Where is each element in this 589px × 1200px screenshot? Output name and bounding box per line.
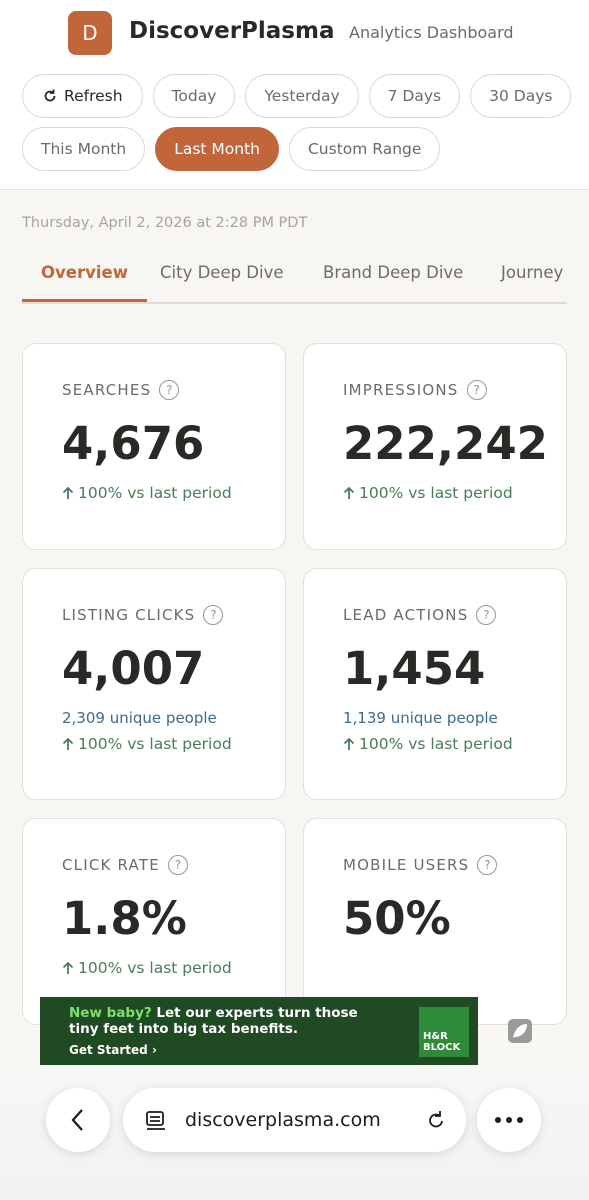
metric-label: IMPRESSIONS xyxy=(343,381,459,399)
unique-people: 2,309 unique people xyxy=(62,709,217,727)
metric-label-row: IMPRESSIONS? xyxy=(343,378,566,402)
help-icon[interactable]: ? xyxy=(466,380,487,400)
change-text: 100% vs last period xyxy=(359,484,513,502)
help-icon[interactable]: ? xyxy=(203,605,224,625)
metric-label: SEARCHES xyxy=(62,381,152,399)
ad-highlight: New baby? xyxy=(69,1005,152,1021)
metric-label: LEAD ACTIONS xyxy=(343,606,469,624)
metric-card: CLICK RATE? 1.8% 100% vs last period xyxy=(22,818,286,1025)
metric-card: LEAD ACTIONS? 1,454 1,139 unique people 100… xyxy=(303,568,567,800)
ad-cta[interactable]: Get Started › xyxy=(69,1043,157,1057)
tab[interactable]: Journey xyxy=(501,263,564,282)
ad-body: Let our experts turn those tiny feet int… xyxy=(69,1005,358,1037)
range-chip[interactable]: Yesterday xyxy=(245,74,359,118)
range-chip[interactable]: Custom Range xyxy=(288,127,441,171)
subtitle: Analytics Dashboard xyxy=(349,23,514,42)
metric-label-row: MOBILE USERS? xyxy=(343,853,566,877)
ad-cta-label: Get Started xyxy=(69,1043,148,1057)
more-icon xyxy=(495,1117,523,1123)
url-bar[interactable]: discoverplasma.com xyxy=(123,1088,466,1152)
up-arrow xyxy=(62,961,74,974)
metric-value: 4,676 xyxy=(62,417,205,470)
metric-change: 100% vs last period xyxy=(343,484,566,502)
metric-card: IMPRESSIONS? 222,242 100% vs last period xyxy=(303,343,567,550)
metric-change: 100% vs last period xyxy=(62,959,285,977)
range-chip[interactable]: 30 Days xyxy=(470,74,572,118)
timestamp: Thursday, April 2, 2026 at 2:28 PM PDT xyxy=(22,215,308,231)
help-icon[interactable]: ? xyxy=(476,605,497,625)
up-arrow xyxy=(343,737,355,750)
back-icon xyxy=(71,1109,83,1131)
metric-value: 1.8% xyxy=(62,892,187,945)
logo[interactable]: D xyxy=(68,11,112,55)
metric-value: 4,007 xyxy=(62,642,205,695)
tab[interactable]: Overview xyxy=(22,263,147,302)
ad-brand: H&R BLOCK xyxy=(419,1007,469,1057)
range-chip[interactable]: Last Month xyxy=(155,127,279,171)
metric-value: 50% xyxy=(343,892,451,945)
tabs: Overview City Deep Dive Brand Deep Dive Jou… xyxy=(22,252,567,304)
metric-label-row: CLICK RATE? xyxy=(62,853,285,877)
up-arrow xyxy=(62,737,74,750)
more-button[interactable] xyxy=(477,1088,541,1152)
metric-label: CLICK RATE xyxy=(62,856,160,874)
metric-card: LISTING CLICKS? 4,007 2,309 unique people 1… xyxy=(22,568,286,800)
tab[interactable]: Brand Deep Dive xyxy=(323,263,464,282)
range-chip[interactable]: Today xyxy=(152,74,236,118)
change-text: 100% vs last period xyxy=(78,735,232,753)
unique-people: 1,139 unique people xyxy=(343,709,498,727)
leaf-icon[interactable] xyxy=(507,1018,533,1044)
back-button[interactable] xyxy=(46,1088,110,1152)
metric-label-row: LISTING CLICKS? xyxy=(62,603,285,627)
metric-value: 1,454 xyxy=(343,642,486,695)
range-chip[interactable]: 7 Days xyxy=(368,74,461,118)
help-icon[interactable]: ? xyxy=(477,855,498,875)
metric-card: MOBILE USERS? 50% xyxy=(303,818,567,1025)
ad-banner[interactable]: New baby? Let our experts turn those tin… xyxy=(40,997,478,1065)
metric-label-row: LEAD ACTIONS? xyxy=(343,603,566,627)
change-text: 100% vs last period xyxy=(78,484,232,502)
refresh-button[interactable]: Refresh xyxy=(22,74,143,118)
help-icon[interactable]: ? xyxy=(167,855,188,875)
metric-change: 100% vs last period xyxy=(343,735,566,753)
metric-label-row: SEARCHES? xyxy=(62,378,285,402)
brand[interactable]: DiscoverPlasma xyxy=(129,18,335,44)
reader-icon xyxy=(146,1111,165,1130)
header: D DiscoverPlasma Analytics Dashboard Ref… xyxy=(0,0,589,190)
metric-label: LISTING CLICKS xyxy=(62,606,196,624)
ad-text: New baby? Let our experts turn those tin… xyxy=(69,1005,369,1037)
refresh-label: Refresh xyxy=(64,87,123,105)
metric-label: MOBILE USERS xyxy=(343,856,470,874)
reload-icon[interactable] xyxy=(425,1109,447,1131)
metric-change: 100% vs last period xyxy=(62,484,285,502)
metric-value: 222,242 xyxy=(343,417,548,470)
help-icon[interactable]: ? xyxy=(159,380,180,400)
metric-change: 100% vs last period xyxy=(62,735,285,753)
url: discoverplasma.com xyxy=(185,1109,381,1131)
up-arrow xyxy=(62,486,74,499)
change-text: 100% vs last period xyxy=(78,959,232,977)
refresh-icon xyxy=(44,89,56,102)
tab[interactable]: City Deep Dive xyxy=(160,263,284,282)
filter-chips: Refresh Today Yesterday 7 Days 30 Days This … xyxy=(22,74,572,171)
up-arrow xyxy=(343,486,355,499)
metric-card: SEARCHES? 4,676 100% vs last period xyxy=(22,343,286,550)
change-text: 100% vs last period xyxy=(359,735,513,753)
range-chip[interactable]: This Month xyxy=(22,127,146,171)
